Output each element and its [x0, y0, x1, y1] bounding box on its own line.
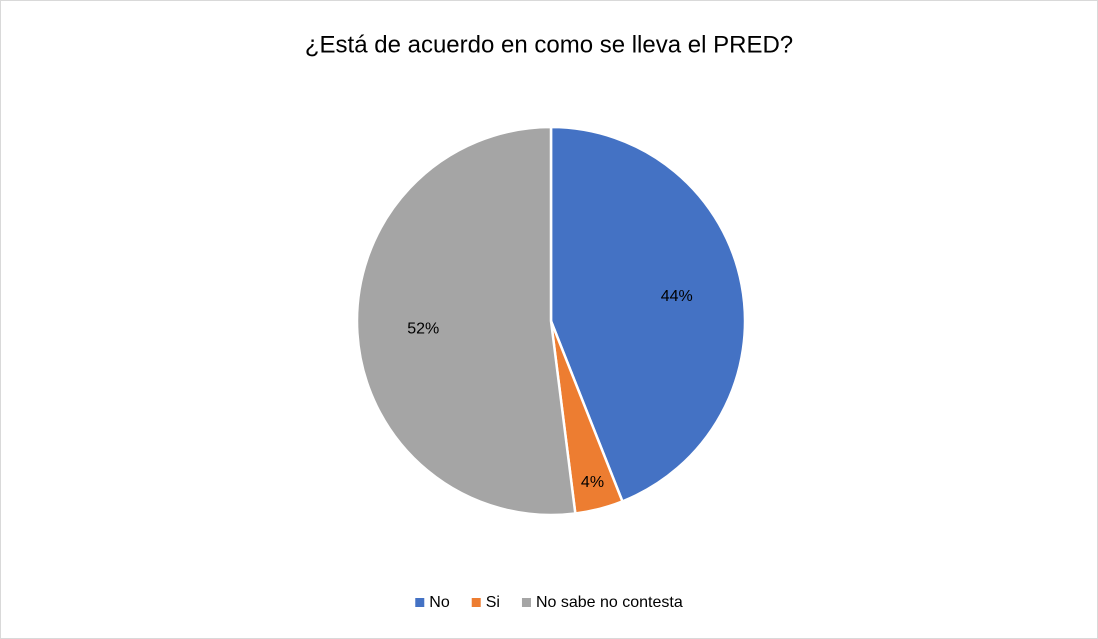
- legend-label: Si: [486, 594, 500, 611]
- legend-marker: [471, 598, 481, 607]
- data-label: 4%: [581, 474, 604, 491]
- data-label: 44%: [661, 288, 693, 305]
- pie-slice: [549, 125, 747, 504]
- legend-marker: [521, 598, 531, 607]
- legend-label: No sabe no contesta: [536, 594, 683, 611]
- pie-slice: [355, 125, 577, 517]
- data-label: 52%: [407, 320, 439, 337]
- legend: No Si No sabe no contesta: [415, 594, 683, 611]
- legend-label: No: [429, 594, 450, 611]
- chart-title: ¿Está de acuerdo en como se lleva el PRE…: [305, 31, 793, 58]
- legend-marker: [415, 598, 425, 607]
